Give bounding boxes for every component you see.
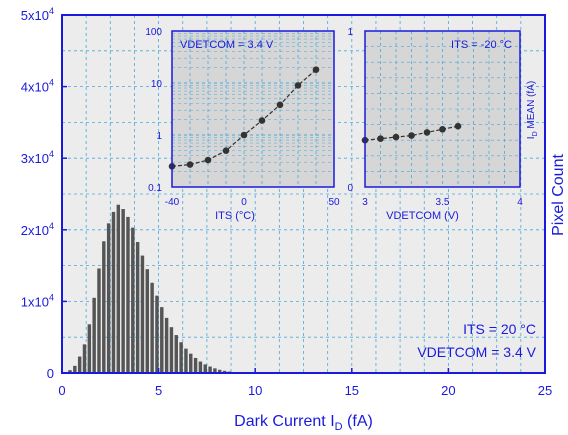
x-axis-title: Dark Current ID (fA) (234, 413, 373, 433)
y-tick-label: 2x104 (21, 221, 54, 238)
x-tick-label: 20 (441, 383, 455, 398)
inset-its-point (240, 131, 248, 139)
x-tick-label: 0 (58, 383, 65, 398)
histogram-bar (126, 216, 130, 373)
histogram-bar (218, 369, 222, 373)
y-tick-label: 0 (47, 366, 54, 381)
histogram-bar (87, 324, 92, 373)
histogram-bar (189, 353, 193, 373)
histogram-bar (145, 269, 150, 373)
inset-vdetcom-plot: 0 1 3 3.5 4 VDETCOM (V) ITS = -20 °C ID MEAN (f… (347, 27, 539, 222)
y-tick-label: 1x104 (21, 292, 54, 309)
inset-x-tick-label: 3.5 (436, 197, 450, 208)
inset-y-tick-label: 10 (151, 79, 163, 90)
histogram-bar (73, 365, 77, 373)
histogram-bar (116, 204, 121, 373)
x-tick-label: 15 (345, 383, 359, 398)
inset-x-tick-label: 0 (241, 197, 247, 208)
inset-x-tick-label: 4 (517, 197, 523, 208)
inset-vdetcom-point (423, 129, 431, 136)
inset-background (172, 31, 334, 187)
y-axis-title: Pixel Count (550, 154, 567, 236)
histogram-bar (160, 307, 164, 373)
inset-vdetcom-point (439, 125, 446, 133)
y-tick-label: 3x104 (21, 149, 54, 166)
annotation-vdetcom: VDETCOM = 3.4 V (417, 344, 536, 360)
histogram-bar (140, 255, 145, 373)
histogram-bar (97, 268, 101, 373)
histogram-bar (169, 327, 174, 373)
inset-y-tick-label: 100 (145, 27, 162, 38)
inset-condition-label: ITS = -20 °C (451, 39, 512, 51)
histogram-bar (111, 211, 116, 373)
inset-y-tick-label: 1 (156, 131, 162, 142)
inset-condition-label: VDETCOM = 3.4 V (180, 39, 274, 51)
inset-vdetcom-point (392, 133, 400, 141)
histogram-bar (150, 282, 154, 373)
inset-y-tick-label: 0 (347, 183, 353, 194)
histogram-bar (198, 361, 203, 373)
y-tick-label: 5x104 (21, 6, 54, 23)
histogram-bar (164, 317, 169, 373)
histogram-bar (106, 223, 111, 373)
inset-y-tick-label: 1 (347, 27, 353, 38)
x-tick-label: 25 (538, 383, 552, 398)
histogram-bar (184, 348, 188, 373)
inset-x-tick-label: 3 (362, 197, 368, 208)
histogram-bar (179, 342, 183, 373)
x-tick-label: 10 (248, 383, 262, 398)
inset-its-point (294, 82, 302, 89)
inset-its-point (276, 101, 284, 109)
inset-its-point (204, 156, 212, 164)
y-tick-label: 4x104 (21, 78, 54, 95)
histogram-bar (131, 227, 135, 373)
inset-y-axis-title: ID MEAN (fA) (526, 81, 539, 139)
histogram-bar (174, 335, 178, 373)
inset-x-axis-title: VDETCOM (V) (386, 210, 459, 222)
inset-x-axis-title: ITS (°C) (215, 210, 255, 222)
histogram-bar (155, 295, 159, 373)
inset-vdetcom-point (377, 135, 384, 142)
histogram-bar (77, 356, 82, 373)
annotation-its: ITS = 20 °C (463, 321, 536, 337)
histogram-bar (213, 368, 217, 373)
histogram-bar (203, 364, 207, 373)
histogram-bar (121, 209, 125, 373)
inset-its-point (186, 161, 194, 168)
histogram-bar (135, 241, 140, 373)
histogram-bar (102, 241, 106, 373)
inset-x-tick-label: -40 (165, 197, 180, 208)
histogram-bar (92, 297, 96, 373)
inset-its-point (312, 66, 320, 74)
x-tick-label: 5 (155, 383, 162, 398)
histogram-bar (208, 366, 212, 373)
inset-its-plot: 0.1 1 10 100 -40 0 50 ITS (°C) VDETCOM = 3.4 V (145, 27, 340, 222)
histogram-bar (82, 344, 87, 373)
plot-frame (61, 14, 546, 374)
inset-its-point (258, 117, 266, 124)
inset-vdetcom-point (454, 122, 462, 130)
inset-its-point (222, 147, 230, 154)
inset-frame (364, 30, 521, 188)
histogram-bar (193, 357, 198, 373)
inset-x-tick-label: 50 (328, 197, 340, 208)
histogram-bar (68, 370, 72, 373)
inset-y-tick-label: 0.1 (148, 183, 162, 194)
inset-vdetcom-point (408, 132, 415, 139)
inset-frame (171, 30, 335, 188)
histogram-bar (222, 370, 227, 373)
